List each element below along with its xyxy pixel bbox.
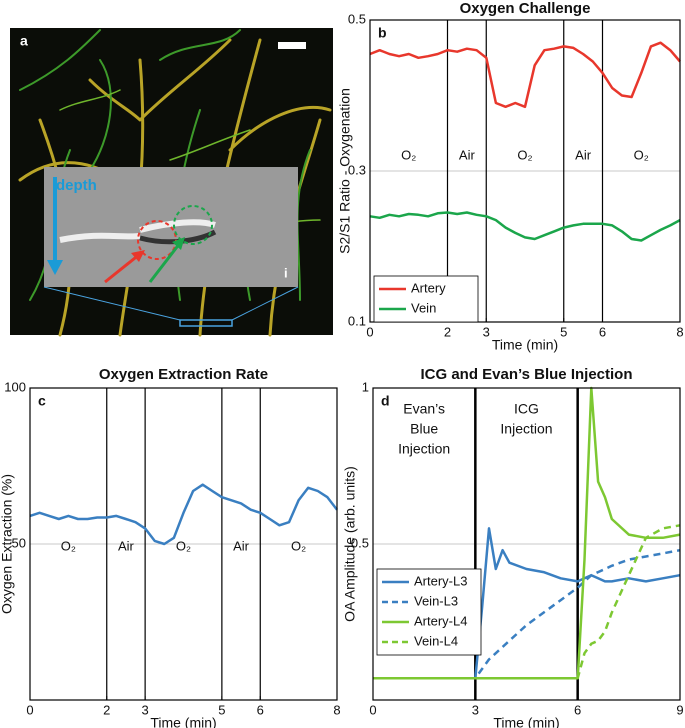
arrow-head — [47, 260, 63, 275]
panel-label: c — [38, 393, 46, 409]
legend-label: Artery-L4 — [414, 613, 467, 628]
annotation: Injection — [500, 421, 552, 437]
x-tick-label: 8 — [333, 702, 340, 717]
x-tick-label: 5 — [560, 324, 567, 339]
connector — [231, 286, 299, 321]
y-axis-label: S2/S1 Ratio - Oxygenation — [337, 88, 353, 254]
annotation: ICG — [514, 401, 539, 417]
panel-label: d — [381, 393, 390, 409]
x-tick-label: 5 — [218, 702, 225, 717]
x-tick-label: 3 — [142, 702, 149, 717]
plot-frame — [369, 19, 681, 323]
region-box — [179, 319, 233, 327]
legend-label: Vein-L4 — [414, 633, 458, 648]
vein-arrow — [148, 242, 182, 283]
plot-frame — [372, 387, 681, 701]
series-line — [373, 386, 681, 680]
phase-label: Air — [233, 539, 250, 554]
phase-label: Air — [118, 539, 135, 554]
x-tick-label: 2 — [444, 324, 451, 339]
y-axis-label: OA Amplitude (arb. units) — [342, 466, 358, 622]
phase-label: O₂ — [291, 539, 306, 554]
x-axis-label: Time (min) — [493, 715, 559, 728]
phase-label: O₂ — [517, 147, 532, 162]
phase-label: O₂ — [634, 147, 649, 162]
y-axis-label: Oxygen Extraction (%) — [0, 474, 15, 614]
x-tick-label: 9 — [676, 702, 683, 717]
chart-title: Oxygen Extraction Rate — [99, 366, 268, 383]
artery-arrow — [104, 252, 141, 284]
y-tick-label: 1 — [362, 379, 369, 394]
depth-label: depth — [56, 177, 97, 194]
x-tick-label: 3 — [472, 702, 479, 717]
y-tick-label: 100 — [4, 379, 26, 394]
annotation: Evan’s — [403, 401, 445, 417]
artery-circle — [137, 220, 177, 260]
phase-label: Air — [459, 147, 476, 162]
panel-label: b — [378, 25, 387, 41]
x-tick-label: 3 — [483, 324, 490, 339]
inset-label: i — [284, 265, 288, 280]
legend-box — [376, 568, 482, 656]
y-tick-label: 0.3 — [348, 162, 366, 177]
annotation: Injection — [398, 441, 450, 457]
panel-label: a — [20, 33, 28, 49]
x-tick-label: 6 — [257, 702, 264, 717]
chart-title: Oxygen Challenge — [460, 0, 591, 17]
legend-label: Artery-L3 — [414, 573, 467, 588]
legend-label: Vein-L3 — [414, 593, 458, 608]
image-panel: a depth i — [10, 28, 333, 337]
inset — [44, 167, 298, 287]
phase-label: O₂ — [61, 539, 76, 554]
x-tick-label: 6 — [574, 702, 581, 717]
scale-bar — [278, 42, 306, 49]
x-axis-label: Time (min) — [150, 715, 216, 728]
y-tick-label: 0.1 — [348, 313, 366, 328]
legend-box — [373, 275, 479, 323]
series-line — [373, 548, 681, 680]
connector — [43, 286, 181, 321]
inset-signal — [59, 219, 216, 243]
legend-label: Artery — [411, 280, 446, 295]
x-tick-label: 0 — [26, 702, 33, 717]
vein-circle — [173, 205, 213, 245]
x-tick-label: 2 — [103, 702, 110, 717]
x-axis-label: Time (min) — [492, 337, 558, 353]
chart-title: ICG and Evan’s Blue Injection — [421, 366, 633, 383]
annotation: Blue — [410, 421, 438, 437]
series-line — [373, 524, 681, 680]
plot-frame — [29, 387, 338, 701]
arrow-head — [172, 237, 185, 250]
x-tick-label: 0 — [366, 324, 373, 339]
x-tick-label: 0 — [369, 702, 376, 717]
phase-label: O₂ — [401, 147, 416, 162]
arrow-head — [131, 250, 145, 262]
phase-label: O₂ — [176, 539, 191, 554]
legend-label: Vein — [411, 300, 436, 315]
y-tick-label: 0.5 — [348, 11, 366, 26]
series-line — [29, 483, 338, 546]
x-tick-label: 6 — [599, 324, 606, 339]
y-tick-label: 0.5 — [351, 535, 369, 550]
series-line — [369, 211, 681, 242]
phase-label: Air — [575, 147, 592, 162]
x-tick-label: 8 — [676, 324, 683, 339]
series-line — [369, 41, 681, 109]
y-tick-label: 50 — [12, 535, 26, 550]
